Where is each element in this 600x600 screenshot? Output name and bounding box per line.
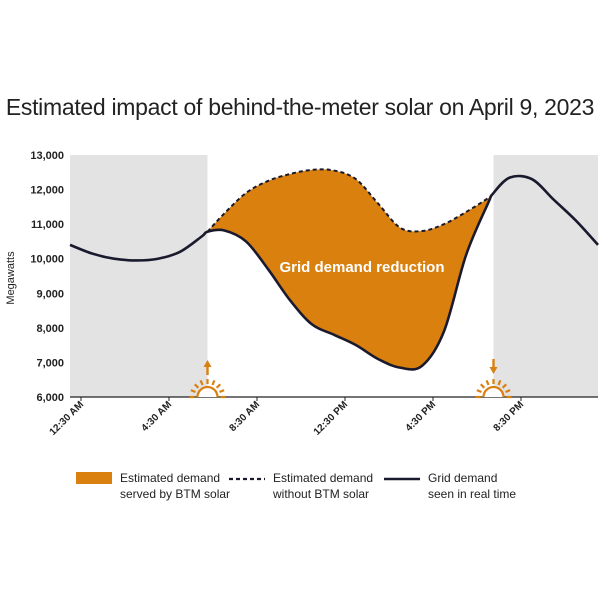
sun-ray	[497, 379, 502, 386]
btm-solar-fill-area	[207, 169, 494, 370]
sun-disc	[482, 385, 505, 398]
sun-ray	[501, 383, 508, 389]
night-shade-0	[70, 155, 208, 397]
legend-label-fill-1: Estimated demand	[120, 471, 221, 485]
series-line-grid-demand	[69, 174, 599, 371]
sunrise-icon	[189, 360, 226, 399]
x-tick-label: 12:30 PM	[312, 399, 350, 437]
y-tick-label: 7,000	[36, 357, 64, 369]
arrow-head-down	[489, 367, 498, 374]
sun-ray	[190, 389, 196, 394]
sun-ray	[219, 389, 225, 394]
x-tick-label: 12:30 AM	[48, 399, 87, 438]
x-tick-label: 8:30 AM	[227, 399, 262, 434]
sun-ray	[199, 379, 204, 386]
legend-label-dashed-1: Estimated demand	[273, 471, 374, 485]
sun-ray	[505, 389, 511, 394]
y-tick-label: 8,000	[36, 323, 64, 335]
y-tick-label: 9,000	[36, 288, 64, 300]
x-tick-label: 4:30 PM	[404, 399, 439, 434]
sun-ray	[476, 389, 482, 394]
sunset-icon	[475, 359, 512, 399]
chart-title: Estimated impact of behind-the-meter sol…	[5, 94, 595, 120]
y-tick-label: 11,000	[31, 219, 64, 231]
y-axis-label: Megawatts	[5, 251, 17, 305]
sun-ray	[479, 383, 486, 389]
x-tick-label: 4:30 AM	[139, 399, 174, 434]
legend-label-fill-2: served by BTM solar	[120, 487, 231, 501]
annotation-grid-demand-reduction: Grid demand reduction	[279, 259, 444, 276]
y-tick-label: 6,000	[36, 392, 64, 404]
arrow-head-up	[203, 360, 212, 367]
sun-disc	[196, 385, 219, 398]
y-tick-label: 13,000	[30, 150, 64, 162]
legend-label-solid-2: seen in real time	[428, 487, 517, 501]
night-shade-1	[493, 155, 598, 397]
sun-ray	[193, 383, 200, 389]
sun-ray	[211, 379, 216, 386]
legend-swatch-fill	[76, 472, 112, 484]
x-tick-label: 8:30 PM	[492, 399, 527, 434]
sun-ray	[215, 383, 222, 389]
legend-label-solid-1: Grid demand	[428, 471, 498, 485]
sun-ray	[485, 379, 490, 386]
legend-swatch-dashed	[229, 477, 265, 481]
series-line-without-btm-solar	[206, 168, 495, 233]
y-tick-label: 10,000	[30, 254, 64, 266]
legend-label-dashed-2: without BTM solar	[273, 487, 370, 501]
y-tick-label: 12,000	[30, 185, 64, 197]
legend-swatch-solid	[384, 477, 420, 481]
